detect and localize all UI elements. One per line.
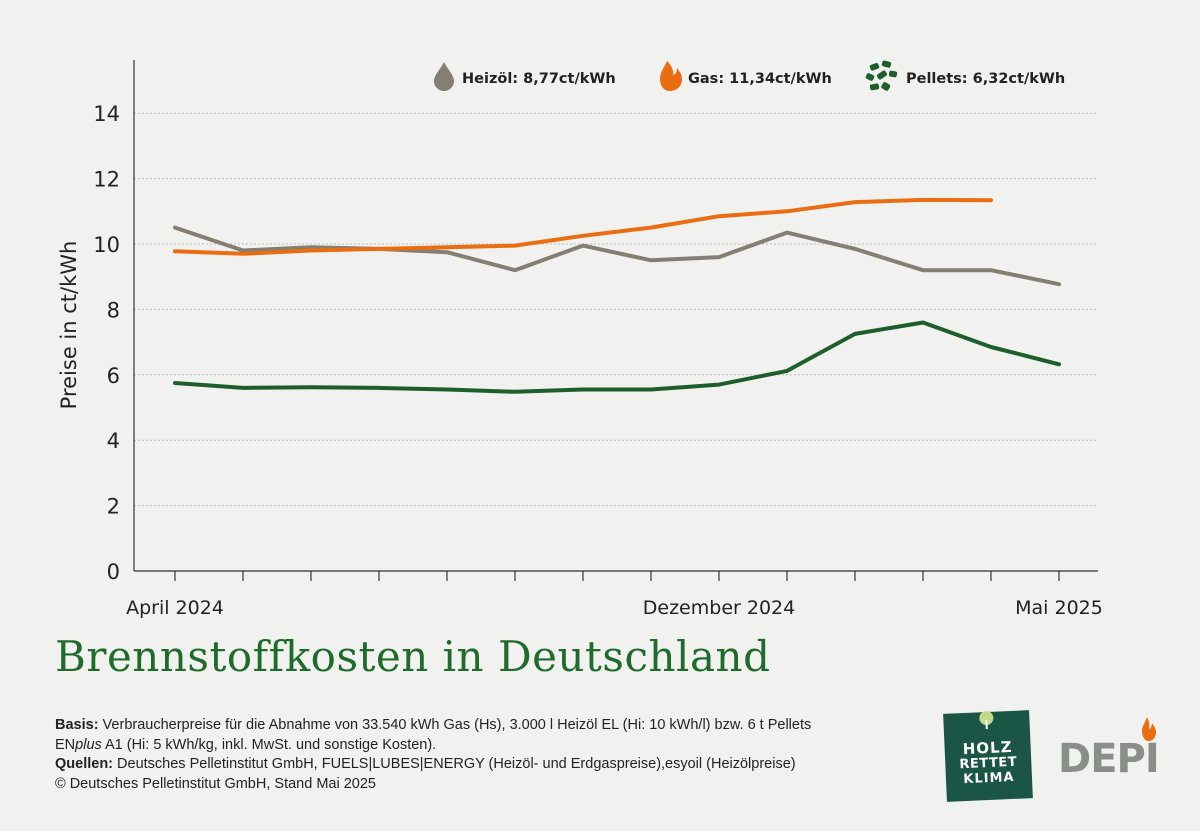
basis-line-2: ENplus A1 (Hi: 5 kWh/kg, inkl. MwSt. und…	[55, 736, 925, 756]
logo-line-klima: KLIMA	[963, 769, 1015, 788]
enplus-en: EN	[55, 736, 76, 753]
sources-label: Quellen:	[55, 756, 114, 772]
legend-item-gas: Gas: 11,34ct/kWh	[660, 61, 832, 91]
series-line-heizöl	[173, 225, 1061, 287]
x-tick-labels: April 2024 Dezember 2024 Mai 2025	[126, 597, 1103, 619]
x-tick-label: Mai 2025	[1015, 597, 1103, 619]
y-tick-label: 10	[93, 233, 120, 257]
pellets-icon	[865, 60, 898, 91]
legend-label-pellets: Pellets: 6,32ct/kWh	[906, 71, 1065, 87]
basis-text: Verbraucherpreise für die Abnahme von 33…	[98, 717, 812, 733]
basis-line: Basis: Verbraucherpreise für die Abnahme…	[55, 716, 925, 736]
basis-text-2: A1 (Hi: 5 kWh/kg, inkl. MwSt. und sonsti…	[101, 736, 437, 753]
y-tick-label: 2	[107, 495, 120, 519]
depi-flame-icon	[1142, 717, 1156, 741]
grid-lines	[134, 112, 1098, 507]
y-tick-label: 12	[93, 168, 120, 192]
y-tick-label: 4	[107, 429, 120, 453]
line-chart: 0 2 4 6 8 10 12 14 April 2024 Dezember 2024 Mai 2…	[57, 60, 1103, 619]
chart-title: Brennstoffkosten in Deutschland	[55, 632, 771, 681]
tree-icon	[979, 711, 994, 730]
series-lines	[173, 197, 1061, 394]
depi-logo: DEPI	[1058, 736, 1160, 782]
copyright: © Deutsches Pelletinstitut GmbH, Stand M…	[55, 775, 376, 792]
y-tick-label: 14	[93, 102, 120, 126]
sources-line: Quellen: Deutsches Pelletinstitut GmbH, …	[55, 755, 925, 775]
y-tick-label: 6	[107, 364, 120, 388]
footer-notes: Basis: Verbraucherpreise für die Abnahme…	[55, 716, 925, 794]
legend: Heizöl: 8,77ct/kWh Gas: 11,34ct/kWh Pell…	[434, 60, 1065, 91]
series-line-pellets	[173, 320, 1061, 394]
y-tick-label: 8	[107, 298, 120, 322]
oil-drop-icon	[434, 62, 454, 91]
holz-rettet-klima-logo: HOLZ RETTET KLIMA	[943, 710, 1033, 802]
flame-icon	[660, 61, 682, 91]
x-ticks	[174, 571, 1060, 581]
series-line-gas	[173, 197, 993, 256]
y-axis-label: Preise in ct/kWh	[57, 241, 81, 410]
legend-label-heizoel: Heizöl: 8,77ct/kWh	[462, 71, 616, 87]
legend-item-pellets: Pellets: 6,32ct/kWh	[865, 60, 1065, 91]
enplus-plus: plus	[75, 736, 102, 753]
y-tick-labels: 0 2 4 6 8 10 12 14	[93, 102, 120, 584]
sources-text: Deutsches Pelletinstitut GmbH, FUELS|LUB…	[113, 756, 796, 772]
x-tick-label: Dezember 2024	[643, 597, 795, 619]
x-tick-label: April 2024	[126, 597, 224, 619]
legend-label-gas: Gas: 11,34ct/kWh	[688, 71, 832, 87]
legend-item-heizoel: Heizöl: 8,77ct/kWh	[434, 62, 616, 91]
basis-label: Basis:	[55, 717, 99, 733]
y-tick-label: 0	[107, 560, 120, 584]
